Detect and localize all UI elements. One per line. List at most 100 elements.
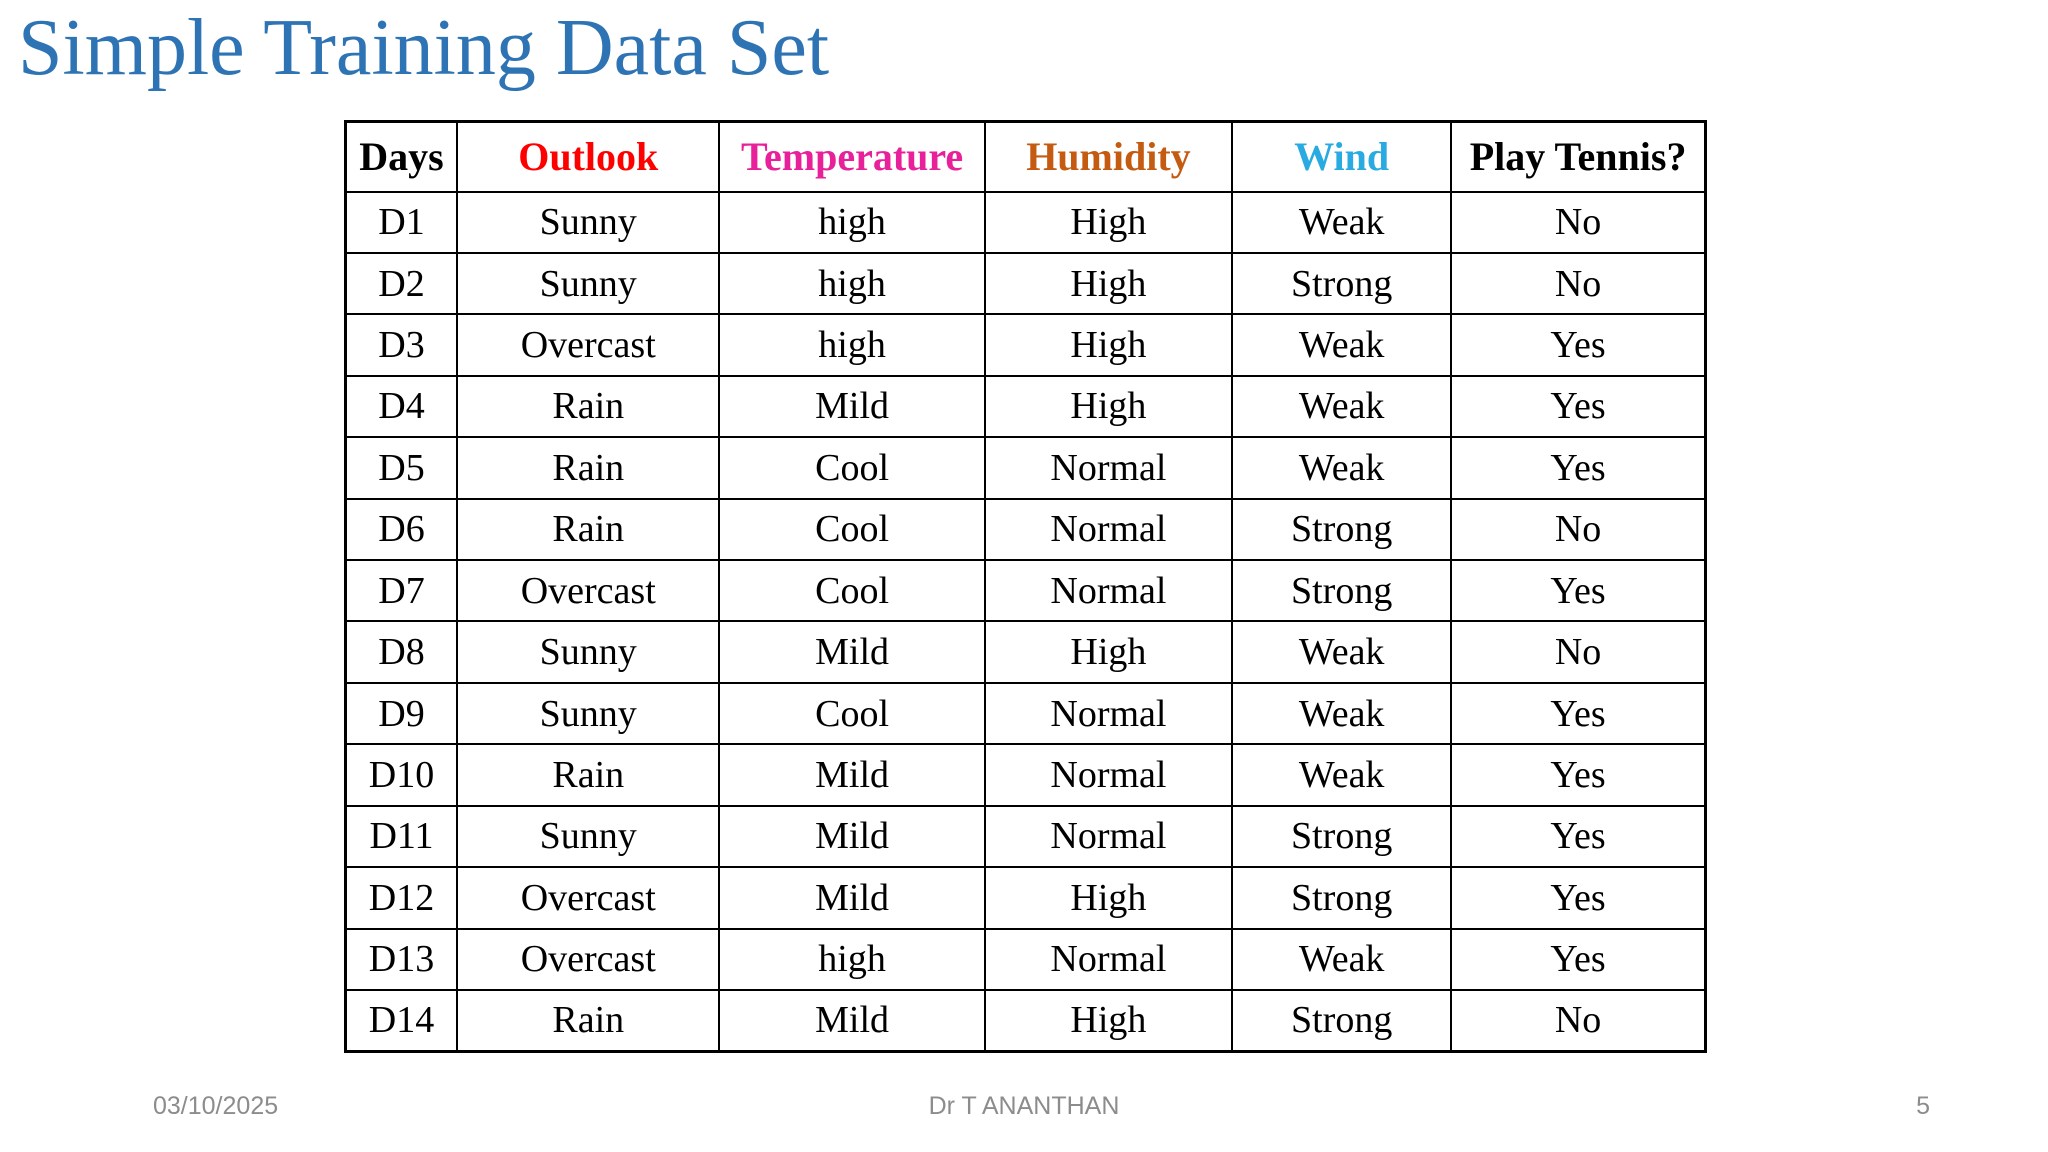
table-body: D1 Sunny high High Weak No D2 Sunny high High Stro…	[344, 190, 1707, 1053]
cell-play-tennis: No	[1450, 497, 1707, 562]
cell-humidity: High	[983, 374, 1234, 439]
cell-wind: Weak	[1231, 374, 1453, 439]
cell-humidity: High	[983, 620, 1234, 684]
cell-outlook: Rain	[456, 743, 721, 807]
cell-day: D6	[344, 497, 459, 562]
cell-wind: Weak	[1231, 927, 1453, 991]
cell-wind: Strong	[1231, 497, 1453, 562]
cell-humidity: High	[983, 866, 1234, 930]
cell-outlook: Rain	[456, 436, 721, 500]
cell-day: D3	[344, 313, 459, 377]
training-table: Days Outlook Temperature Humidity Wind Play T…	[344, 120, 1707, 1053]
cell-outlook: Overcast	[456, 559, 721, 623]
cell-temperature: high	[718, 251, 986, 316]
cell-play-tennis: Yes	[1450, 313, 1707, 377]
cell-outlook: Sunny	[456, 804, 721, 869]
cell-humidity: Normal	[983, 497, 1234, 562]
column-header-temperature: Temperature	[718, 120, 986, 193]
cell-day: D8	[344, 620, 459, 684]
column-header-days: Days	[344, 120, 459, 193]
cell-humidity: Normal	[983, 927, 1234, 991]
cell-outlook: Sunny	[456, 190, 721, 254]
cell-wind: Weak	[1231, 620, 1453, 684]
cell-outlook: Rain	[456, 374, 721, 439]
cell-play-tennis: No	[1450, 251, 1707, 316]
cell-outlook: Rain	[456, 497, 721, 562]
cell-temperature: Mild	[718, 374, 986, 439]
cell-humidity: Normal	[983, 743, 1234, 807]
table-row: D9 Sunny Cool Normal Weak Yes	[344, 681, 1707, 746]
page-title: Simple Training Data Set	[18, 4, 830, 92]
footer-page-number: 5	[1916, 1092, 1930, 1120]
column-header-outlook: Outlook	[456, 120, 721, 193]
footer-date: 03/10/2025	[153, 1092, 279, 1120]
cell-temperature: Mild	[718, 866, 986, 930]
cell-temperature: Mild	[718, 804, 986, 869]
cell-temperature: Cool	[718, 559, 986, 623]
cell-temperature: high	[718, 927, 986, 991]
cell-outlook: Sunny	[456, 251, 721, 316]
cell-temperature: Mild	[718, 620, 986, 684]
footer-author: Dr T ANANTHAN	[928, 1092, 1120, 1120]
table-header: Days Outlook Temperature Humidity Wind Play T…	[344, 120, 1707, 193]
cell-humidity: Normal	[983, 681, 1234, 746]
cell-wind: Strong	[1231, 804, 1453, 869]
cell-play-tennis: No	[1450, 190, 1707, 254]
table-row: D3 Overcast high High Weak Yes	[344, 313, 1707, 377]
cell-day: D4	[344, 374, 459, 439]
slide-footer: 03/10/2025 Dr T ANANTHAN 5	[0, 1092, 2048, 1128]
cell-wind: Strong	[1231, 988, 1453, 1053]
cell-outlook: Overcast	[456, 313, 721, 377]
cell-humidity: Normal	[983, 559, 1234, 623]
cell-temperature: high	[718, 190, 986, 254]
cell-outlook: Sunny	[456, 620, 721, 684]
cell-temperature: Mild	[718, 743, 986, 807]
table-row: D4 Rain Mild High Weak Yes	[344, 374, 1707, 439]
cell-day: D11	[344, 804, 459, 869]
cell-temperature: Mild	[718, 988, 986, 1053]
cell-wind: Strong	[1231, 559, 1453, 623]
cell-outlook: Overcast	[456, 927, 721, 991]
cell-day: D10	[344, 743, 459, 807]
table-row: D11 Sunny Mild Normal Strong Yes	[344, 804, 1707, 869]
cell-humidity: Normal	[983, 436, 1234, 500]
table-header-row: Days Outlook Temperature Humidity Wind Play T…	[344, 120, 1707, 193]
cell-play-tennis: No	[1450, 620, 1707, 684]
cell-play-tennis: Yes	[1450, 374, 1707, 439]
cell-day: D13	[344, 927, 459, 991]
column-header-play-tennis: Play Tennis?	[1450, 120, 1707, 193]
cell-play-tennis: Yes	[1450, 559, 1707, 623]
column-header-humidity: Humidity	[983, 120, 1234, 193]
cell-outlook: Rain	[456, 988, 721, 1053]
cell-wind: Strong	[1231, 251, 1453, 316]
table-row: D8 Sunny Mild High Weak No	[344, 620, 1707, 684]
cell-wind: Weak	[1231, 681, 1453, 746]
cell-temperature: high	[718, 313, 986, 377]
cell-day: D9	[344, 681, 459, 746]
cell-play-tennis: Yes	[1450, 681, 1707, 746]
cell-play-tennis: No	[1450, 988, 1707, 1053]
cell-wind: Weak	[1231, 313, 1453, 377]
table-row: D7 Overcast Cool Normal Strong Yes	[344, 559, 1707, 623]
cell-day: D7	[344, 559, 459, 623]
table-row: D1 Sunny high High Weak No	[344, 190, 1707, 254]
cell-temperature: Cool	[718, 497, 986, 562]
cell-wind: Weak	[1231, 190, 1453, 254]
cell-humidity: High	[983, 190, 1234, 254]
cell-humidity: High	[983, 988, 1234, 1053]
table-row: D10 Rain Mild Normal Weak Yes	[344, 743, 1707, 807]
cell-outlook: Sunny	[456, 681, 721, 746]
cell-day: D5	[344, 436, 459, 500]
column-header-wind: Wind	[1231, 120, 1453, 193]
cell-temperature: Cool	[718, 681, 986, 746]
table-row: D13 Overcast high Normal Weak Yes	[344, 927, 1707, 991]
cell-play-tennis: Yes	[1450, 927, 1707, 991]
cell-day: D2	[344, 251, 459, 316]
cell-wind: Weak	[1231, 436, 1453, 500]
cell-day: D14	[344, 988, 459, 1053]
cell-play-tennis: Yes	[1450, 743, 1707, 807]
cell-day: D12	[344, 866, 459, 930]
cell-wind: Strong	[1231, 866, 1453, 930]
table-row: D6 Rain Cool Normal Strong No	[344, 497, 1707, 562]
cell-humidity: High	[983, 251, 1234, 316]
